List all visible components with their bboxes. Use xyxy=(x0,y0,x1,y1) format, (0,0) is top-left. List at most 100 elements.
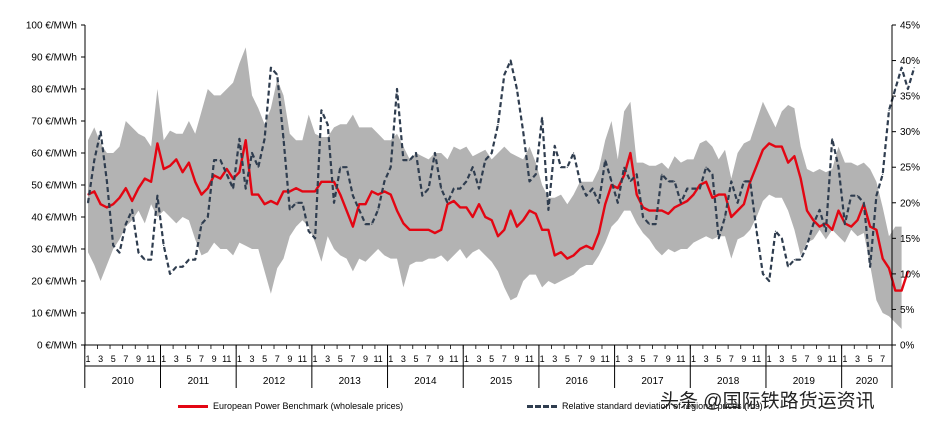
right-tick-label: 10% xyxy=(900,269,920,280)
power-benchmark-point xyxy=(207,187,209,189)
std-deviation-point xyxy=(756,230,758,232)
power-benchmark-point xyxy=(358,203,360,205)
power-benchmark-point xyxy=(655,210,657,212)
month-tick-label: 3 xyxy=(249,354,254,364)
month-tick-label: 1 xyxy=(842,354,847,364)
power-benchmark-point xyxy=(106,206,108,208)
std-deviation-point xyxy=(573,152,575,154)
std-deviation-point xyxy=(175,266,177,268)
year-label: 2020 xyxy=(856,376,879,387)
power-benchmark-point xyxy=(131,200,133,202)
power-benchmark-point xyxy=(674,206,676,208)
std-deviation-point xyxy=(667,180,669,182)
std-deviation-point xyxy=(585,195,587,197)
power-benchmark-point xyxy=(535,213,537,215)
right-tick-label: 0% xyxy=(900,341,915,352)
power-benchmark-point xyxy=(768,142,770,144)
std-deviation-point xyxy=(308,230,310,232)
month-tick-label: 1 xyxy=(464,354,469,364)
std-deviation-point xyxy=(762,273,764,275)
power-benchmark-point xyxy=(428,229,430,231)
power-benchmark-point xyxy=(320,181,322,183)
month-tick-label: 1 xyxy=(237,354,242,364)
std-deviation-point xyxy=(478,188,480,190)
std-deviation-point xyxy=(705,166,707,168)
left-axis-ticks: 0 €/MWh 10 €/MWh 20 €/MWh 30 €/MWh 40 €/MWh 5… xyxy=(26,21,85,352)
month-tick-label: 5 xyxy=(792,354,797,364)
month-tick-label: 11 xyxy=(449,354,458,364)
power-benchmark-point xyxy=(371,190,373,192)
std-deviation-point xyxy=(907,88,909,90)
power-benchmark-point xyxy=(245,139,247,141)
std-deviation-point xyxy=(459,188,461,190)
power-benchmark-point xyxy=(806,210,808,212)
std-deviation-point xyxy=(655,223,657,225)
year-label: 2010 xyxy=(112,376,135,387)
month-tick-label: 7 xyxy=(123,354,128,364)
std-deviation-line xyxy=(86,59,916,283)
power-benchmark-point xyxy=(301,190,303,192)
power-benchmark-point xyxy=(182,171,184,173)
std-deviation-point xyxy=(465,180,467,182)
std-deviation-point xyxy=(661,173,663,175)
std-deviation-point xyxy=(610,180,613,182)
std-deviation-point xyxy=(364,223,367,225)
power-benchmark-point xyxy=(144,178,146,180)
std-deviation-point xyxy=(118,252,121,254)
std-deviation-point xyxy=(724,216,726,218)
std-deviation-point xyxy=(718,237,720,239)
right-tick-label: 15% xyxy=(900,234,920,245)
power-benchmark-point xyxy=(472,216,474,218)
std-deviation-point xyxy=(774,230,777,232)
power-benchmark-point xyxy=(882,258,884,260)
month-tick-label: 9 xyxy=(212,354,217,364)
month-tick-label: 11 xyxy=(525,354,534,364)
std-deviation-point xyxy=(528,180,531,182)
left-tick-label: 90 €/MWh xyxy=(31,53,77,64)
std-deviation-point xyxy=(535,173,537,175)
power-benchmark-point xyxy=(484,216,486,218)
std-deviation-point xyxy=(686,188,688,190)
x-axis-ticks: 1 3 5 7 9 11 1 3 5 7 9 11 1 3 5 7 9 11 1 3 5 7 9 11 1 3 5 7 9 11 1 3 5 7 9… xyxy=(84,345,893,388)
power-benchmark-point xyxy=(781,146,783,148)
std-deviation-point xyxy=(737,202,739,204)
power-benchmark-point xyxy=(686,200,688,202)
year-label: 2017 xyxy=(641,376,664,387)
power-benchmark-point xyxy=(711,197,714,199)
power-benchmark-point xyxy=(762,149,764,151)
power-benchmark-point xyxy=(100,203,102,205)
left-tick-label: 30 €/MWh xyxy=(31,245,77,256)
std-deviation-point xyxy=(232,188,234,190)
month-tick-label: 5 xyxy=(641,354,646,364)
std-deviation-point xyxy=(837,166,840,168)
power-benchmark-point xyxy=(264,203,266,205)
std-deviation-point xyxy=(560,166,562,168)
month-tick-label: 7 xyxy=(805,354,810,364)
month-tick-label: 7 xyxy=(199,354,204,364)
power-benchmark-point xyxy=(390,194,392,196)
power-benchmark-point xyxy=(787,162,789,164)
month-tick-label: 9 xyxy=(287,354,292,364)
month-tick-label: 7 xyxy=(426,354,431,364)
power-benchmark-point xyxy=(314,190,316,192)
std-deviation-point xyxy=(264,138,266,140)
month-tick-label: 9 xyxy=(817,354,822,364)
power-benchmark-point xyxy=(566,258,568,260)
std-deviation-point xyxy=(516,88,518,90)
std-deviation-point xyxy=(100,131,102,133)
std-deviation-point xyxy=(163,244,165,246)
std-deviation-point xyxy=(188,259,190,261)
power-benchmark-point xyxy=(175,158,177,160)
power-benchmark-point xyxy=(888,267,890,269)
right-tick-label: 35% xyxy=(900,92,920,103)
month-tick-label: 7 xyxy=(729,354,734,364)
month-tick-label: 11 xyxy=(828,354,837,364)
std-deviation-point xyxy=(446,202,449,204)
std-deviation-point xyxy=(579,180,581,182)
std-deviation-point xyxy=(882,173,884,175)
std-deviation-point xyxy=(106,180,108,182)
std-deviation-point xyxy=(547,209,550,211)
std-deviation-point xyxy=(182,266,184,268)
std-deviation-point xyxy=(125,223,127,225)
std-deviation-point xyxy=(699,188,701,190)
